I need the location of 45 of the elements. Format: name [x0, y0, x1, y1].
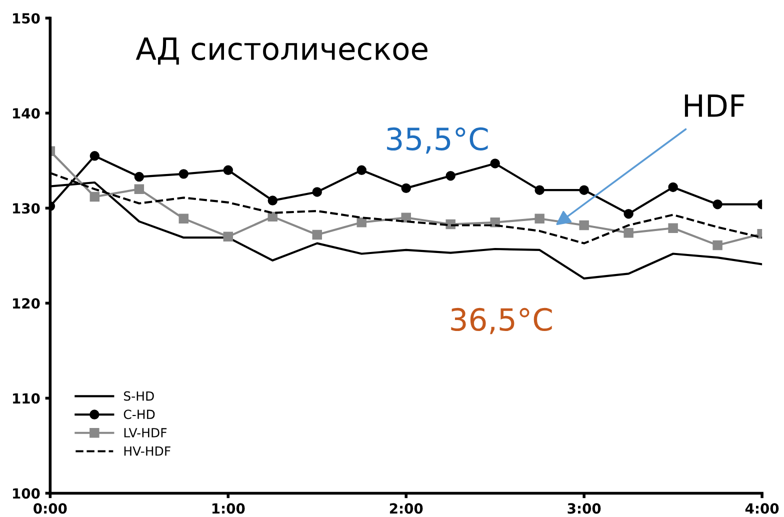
y-tick-label: 110: [13, 393, 40, 404]
point: [712, 199, 722, 210]
annotation: 36,5°C: [451, 308, 552, 334]
point: [356, 165, 366, 175]
x-tick-label: 1:00: [212, 503, 245, 514]
annotation: HDF: [684, 94, 744, 117]
point: [624, 208, 634, 219]
point: [134, 184, 144, 194]
point: [223, 165, 234, 175]
y-tick-label: 150: [13, 13, 40, 24]
point: [579, 185, 589, 195]
point: [490, 158, 500, 168]
legend-label: LV-HDF: [124, 428, 167, 438]
legend-label: HV-HDF: [124, 446, 170, 456]
point: [534, 185, 544, 195]
point: [90, 151, 100, 161]
point: [534, 214, 544, 224]
annotation: 35,5°C: [387, 127, 488, 154]
point: [668, 223, 678, 233]
point: [134, 172, 144, 182]
point: [312, 187, 322, 197]
point: [178, 169, 189, 179]
point: [446, 170, 456, 181]
point: [223, 232, 234, 242]
x-tick-label: 0:00: [34, 503, 67, 514]
point: [312, 230, 322, 240]
y-tick-label: 100: [13, 488, 40, 499]
point: [401, 183, 411, 194]
y-tick-label: 140: [13, 108, 40, 119]
point: [90, 192, 100, 202]
point: [356, 218, 366, 228]
x-tick-label: 3:00: [568, 503, 601, 514]
legend-label: S-HD: [124, 391, 154, 401]
y-tick-label: 120: [13, 298, 40, 309]
point: [178, 214, 189, 224]
point: [668, 182, 678, 192]
x-tick-label: 4:00: [745, 503, 779, 514]
y-tick-label: 130: [13, 203, 40, 214]
point: [268, 196, 278, 206]
point: [712, 240, 722, 250]
x-tick-label: 2:00: [390, 503, 423, 514]
point: [624, 228, 634, 238]
point: [579, 220, 589, 230]
text: АД систолическое: [136, 38, 428, 65]
legend-label: C-HD: [124, 410, 155, 420]
